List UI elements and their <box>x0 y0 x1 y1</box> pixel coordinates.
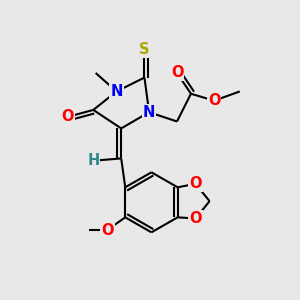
Text: S: S <box>139 42 150 57</box>
Text: O: O <box>208 93 220 108</box>
Text: O: O <box>189 211 202 226</box>
Text: H: H <box>87 153 99 168</box>
Text: O: O <box>61 109 74 124</box>
Text: O: O <box>101 223 113 238</box>
Text: N: N <box>143 105 155 120</box>
Text: N: N <box>110 84 123 99</box>
Text: O: O <box>171 65 183 80</box>
Text: O: O <box>189 176 202 191</box>
